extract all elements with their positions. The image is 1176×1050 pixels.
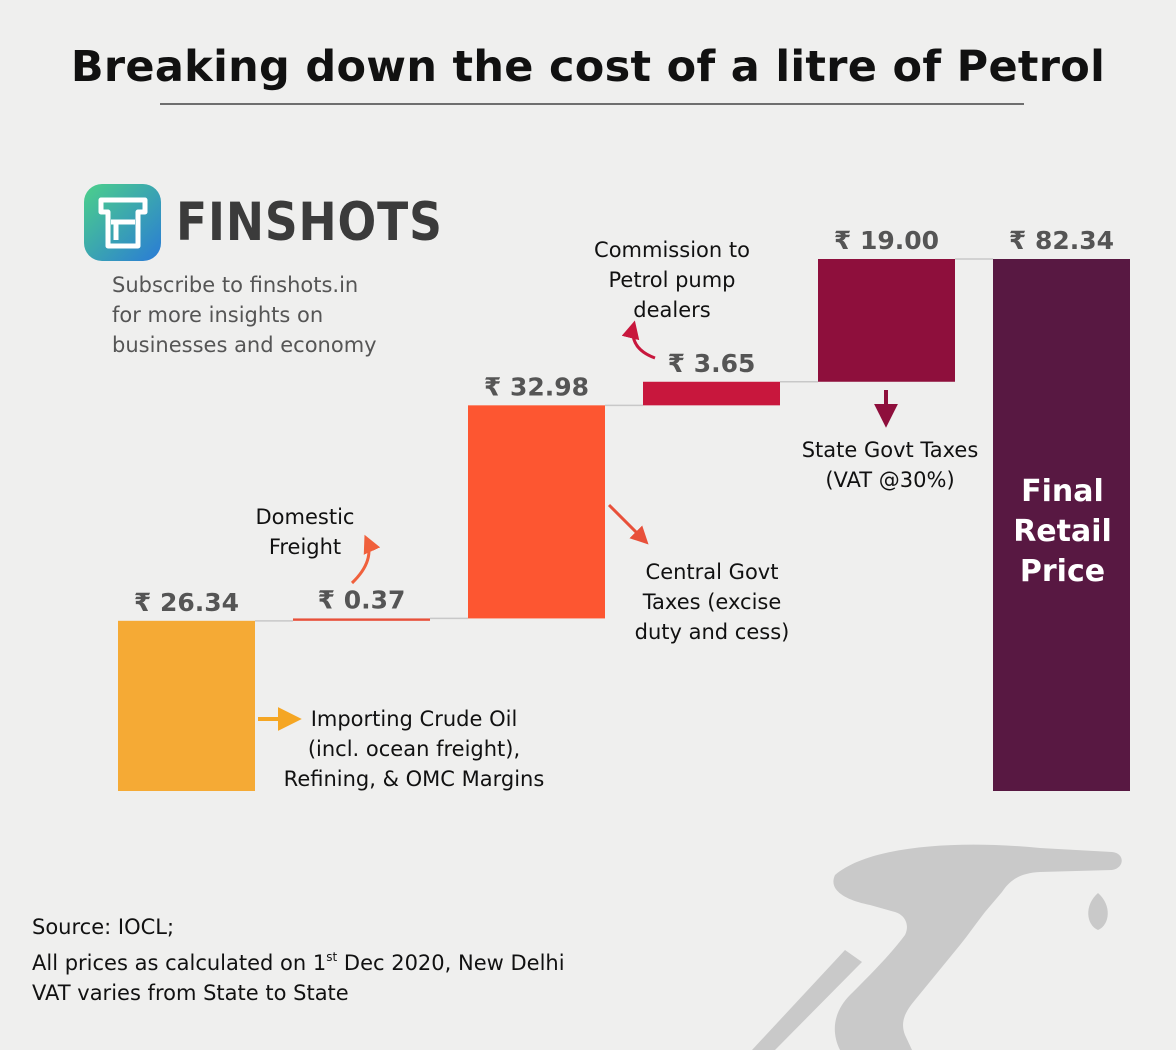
annotation-freight: Freight [269,535,341,559]
source-line: Source: IOCL; [32,915,175,939]
annotation-central: Taxes (excise [642,590,782,614]
annotation-freight: Domestic [256,505,355,529]
subscribe-line: businesses and economy [112,333,377,357]
fuel-nozzle-icon [752,844,1122,1050]
value-label-crude: ₹ 26.34 [134,588,239,617]
arrow-freight [350,534,381,585]
bar-commission [643,381,780,406]
bar-crude [118,620,255,791]
value-label-central: ₹ 32.98 [484,372,589,401]
vat-line: VAT varies from State to State [32,981,349,1005]
annotation-crude: Importing Crude Oil [311,707,518,731]
date-line: All prices as calculated on 1st Dec 2020… [32,950,565,975]
arrow-commission [621,320,656,360]
value-label-freight: ₹ 0.37 [318,585,406,614]
value-label-state: ₹ 19.00 [834,226,939,255]
subscribe-text: Subscribe to finshots.in for more insigh… [112,270,377,360]
finshots-logo-icon [84,184,161,261]
subscribe-line: Subscribe to finshots.in [112,273,359,297]
annotation-crude: Refining, & OMC Margins [284,767,545,791]
final-retail-price-label: Final Retail Price [1013,474,1112,589]
source-note: Source: IOCL; All prices as calculated o… [32,912,565,1008]
chart-title: Breaking down the cost of a litre of Pet… [70,42,1106,92]
annotation-commission: Petrol pump [608,268,735,292]
bar-central [468,405,605,619]
annotation-central: duty and cess) [635,620,790,644]
bar-final [993,259,1130,791]
annotation-commission: Commission to [594,238,750,262]
annotation-state: (VAT @30%) [825,468,954,492]
subscribe-line: for more insights on [112,303,324,327]
annotation-commission: dealers [633,298,710,322]
annotation-central: Central Govt [646,560,779,584]
bar-state [818,259,955,382]
brand-name: FINSHOTS [176,192,443,253]
arrow-central [607,503,649,545]
annotation-state: State Govt Taxes [802,438,979,462]
value-label-commission: ₹ 3.65 [668,349,756,378]
annotation-crude: (incl. ocean freight), [308,737,520,761]
value-label-final: ₹ 82.34 [1009,226,1114,255]
bar-freight [293,618,430,621]
